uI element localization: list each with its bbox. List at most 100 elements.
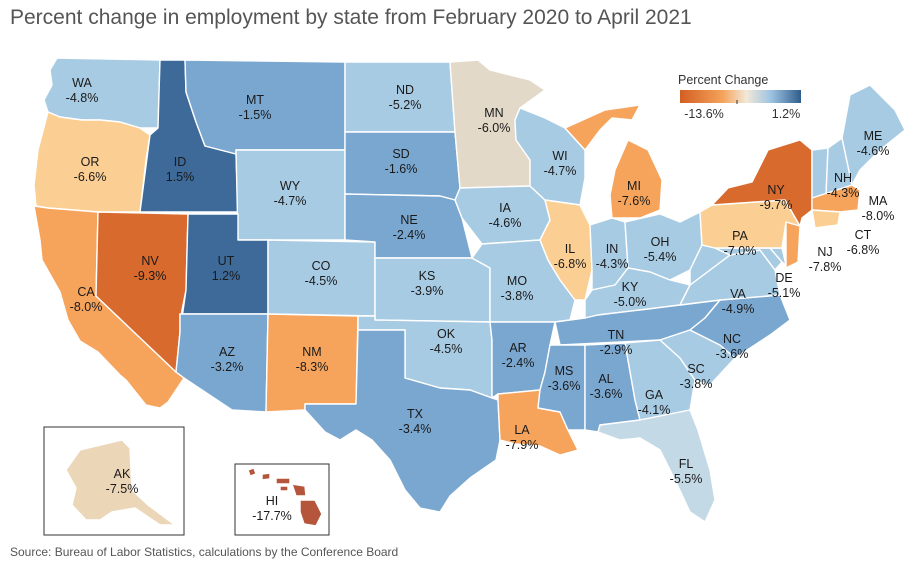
- state-abbr-label: MO: [507, 274, 527, 288]
- state-value-label: 1.2%: [212, 269, 241, 283]
- state-abbr-label: UT: [218, 254, 235, 268]
- state-ak: [65, 439, 176, 526]
- state-mi: [564, 104, 663, 219]
- state-abbr-label: NC: [723, 332, 741, 346]
- state-il: [539, 199, 593, 301]
- state-value-label: -5.0%: [614, 295, 647, 309]
- state-value-label: -5.1%: [768, 286, 801, 300]
- state-value-label: -6.0%: [478, 121, 511, 135]
- state-abbr-label: MA: [869, 194, 888, 208]
- state-abbr-label: AZ: [219, 345, 235, 359]
- state-value-label: -2.4%: [393, 228, 426, 242]
- state-abbr-label: VA: [730, 287, 746, 301]
- state-abbr-label: MT: [246, 93, 264, 107]
- state-abbr-label: NY: [767, 183, 785, 197]
- state-value-label: -3.8%: [501, 289, 534, 303]
- state-abbr-label: TN: [608, 328, 625, 342]
- state-abbr-label: KY: [622, 280, 639, 294]
- state-value-label: -4.3%: [827, 186, 860, 200]
- legend-min-label: -13.6%: [684, 107, 724, 121]
- state-abbr-label: CO: [312, 259, 331, 273]
- state-abbr-label: SD: [392, 147, 409, 161]
- state-value-label: -4.6%: [857, 144, 890, 158]
- state-value-label: -9.3%: [134, 269, 167, 283]
- state-abbr-label: OH: [651, 235, 670, 249]
- state-abbr-label: FL: [679, 457, 694, 471]
- state-abbr-label: IA: [499, 201, 511, 215]
- states-layer: [33, 57, 906, 523]
- state-value-label: -4.7%: [274, 194, 307, 208]
- state-value-label: -7.5%: [106, 482, 139, 496]
- state-value-label: -4.6%: [489, 216, 522, 230]
- state-abbr-label: KS: [419, 269, 436, 283]
- chart-title: Percent change in employment by state fr…: [10, 6, 692, 29]
- state-fl: [597, 409, 716, 523]
- state-value-label: -3.4%: [399, 422, 432, 436]
- source-note: Source: Bureau of Labor Statistics, calc…: [10, 545, 399, 559]
- state-value-label: -3.8%: [680, 377, 713, 391]
- state-abbr-label: NJ: [817, 245, 832, 259]
- state-value-label: -4.3%: [596, 257, 629, 271]
- legend: Percent Change -13.6% 1.2%: [678, 73, 801, 121]
- state-ct: [811, 209, 841, 229]
- state-abbr-label: MS: [555, 364, 574, 378]
- state-abbr-label: OR: [81, 155, 100, 169]
- state-value-label: -2.4%: [502, 356, 535, 370]
- state-value-label: -5.4%: [644, 250, 677, 264]
- state-ia: [454, 185, 551, 245]
- state-value-label: -3.6%: [716, 347, 749, 361]
- state-value-label: -4.5%: [305, 274, 338, 288]
- state-or: [33, 111, 151, 213]
- state-value-label: -1.5%: [239, 108, 272, 122]
- state-value-label: -7.6%: [618, 194, 651, 208]
- state-abbr-label: NV: [141, 254, 159, 268]
- state-abbr-label: CA: [77, 285, 95, 299]
- state-abbr-label: ID: [174, 155, 187, 169]
- state-hi: [247, 467, 323, 527]
- state-abbr-label: SC: [687, 362, 704, 376]
- state-value-label: -7.9%: [506, 438, 539, 452]
- state-value-label: -4.8%: [66, 91, 99, 105]
- state-abbr-label: NE: [400, 213, 417, 227]
- state-abbr-label: IN: [606, 242, 619, 256]
- state-abbr-label: NM: [302, 345, 321, 359]
- state-abbr-label: IL: [565, 242, 575, 256]
- state-value-label: -3.6%: [590, 387, 623, 401]
- state-value-label: -4.5%: [430, 342, 463, 356]
- state-abbr-label: MI: [627, 179, 641, 193]
- state-value-label: 1.5%: [166, 170, 195, 184]
- state-value-label: -8.0%: [862, 209, 895, 223]
- state-labels: WA-4.8% OR-6.6% CA -8.0% NV-9.3% ID1.5% MT-1.5…: [66, 76, 895, 523]
- state-me: [841, 84, 906, 186]
- state-value-label: -6.6%: [74, 170, 107, 184]
- state-abbr-label: CT: [855, 228, 872, 242]
- state-nj: [785, 221, 801, 269]
- state-abbr-label: ND: [396, 83, 414, 97]
- state-value-label: -4.1%: [638, 403, 671, 417]
- state-abbr-label: WA: [72, 76, 92, 90]
- state-value-label: -3.6%: [548, 379, 581, 393]
- state-abbr-label: TX: [407, 407, 424, 421]
- state-abbr-label: NH: [834, 171, 852, 185]
- state-abbr-label: HI: [266, 494, 279, 508]
- state-abbr-label: ME: [864, 129, 883, 143]
- state-value-label: -1.6%: [385, 162, 418, 176]
- state-value-label: -2.9%: [600, 343, 633, 357]
- state-value-label: -4.7%: [544, 164, 577, 178]
- state-abbr-label: AL: [598, 372, 613, 386]
- state-abbr-label: AR: [509, 341, 526, 355]
- state-value-label: -6.8%: [847, 243, 880, 257]
- state-value-label: -3.2%: [211, 360, 244, 374]
- state-value-label: -6.8%: [554, 257, 587, 271]
- state-value-label: -9.7%: [760, 198, 793, 212]
- state-abbr-label: AK: [114, 467, 131, 481]
- state-abbr-label: WY: [280, 179, 301, 193]
- state-abbr-label: LA: [514, 423, 530, 437]
- state-nc: [689, 294, 791, 359]
- state-abbr-label: WI: [552, 149, 567, 163]
- state-abbr-label: PA: [732, 229, 748, 243]
- state-tx: [304, 329, 501, 513]
- state-value-label: -4.9%: [722, 302, 755, 316]
- state-abbr-label: GA: [645, 388, 664, 402]
